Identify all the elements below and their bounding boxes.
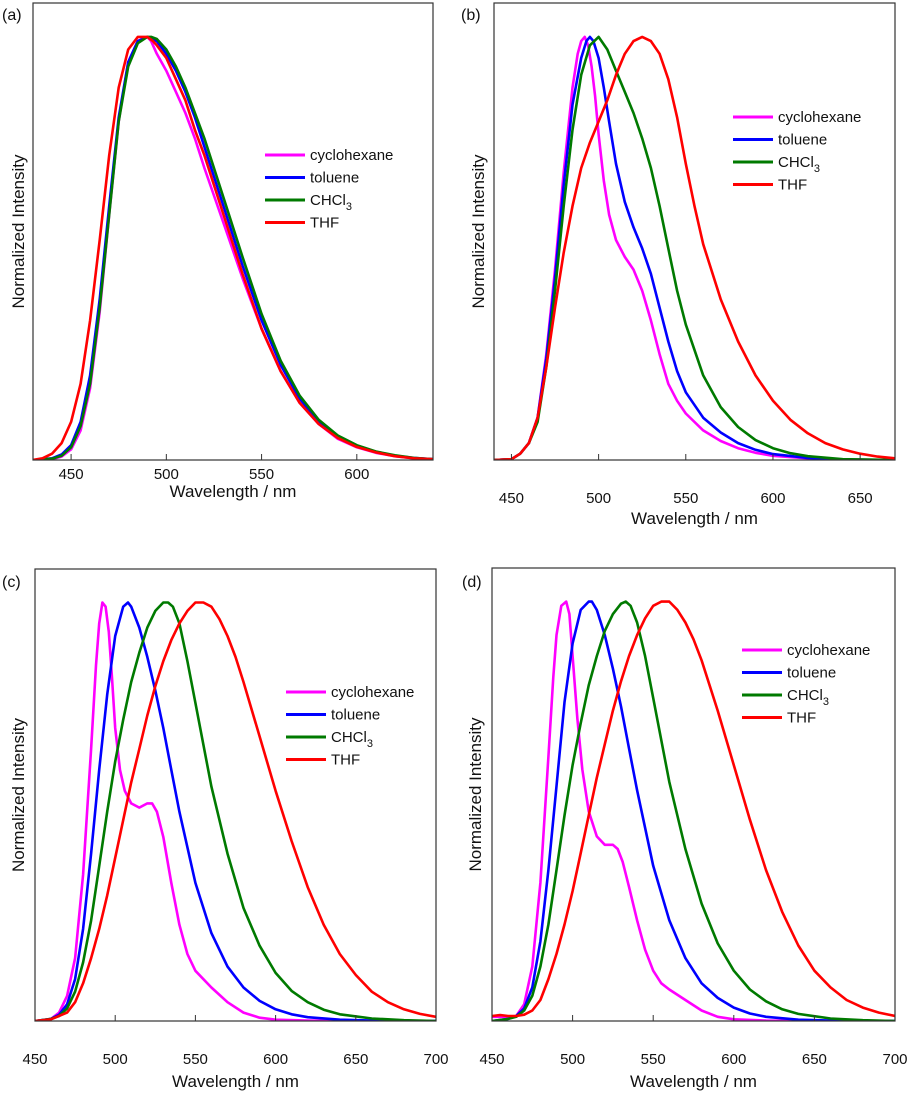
y-axis-label: Normalized Intensity	[469, 154, 488, 309]
x-tick-label: 450	[59, 466, 84, 483]
legend-label: THF	[778, 177, 807, 194]
y-axis-label: Normalized Intensity	[466, 717, 485, 872]
x-tick-label: 500	[586, 490, 611, 507]
x-tick-label: 500	[154, 466, 179, 483]
x-tick-label: 600	[721, 1051, 746, 1068]
series-line-cyclohexane	[492, 600, 895, 1021]
series-line-thf	[35, 601, 436, 1021]
legend-label: CHCl3	[331, 729, 373, 750]
y-axis-label: Normalized Intensity	[9, 154, 28, 309]
legend-label: cyclohexane	[787, 642, 870, 659]
legend-label: THF	[331, 752, 360, 769]
x-tick-label: 700	[423, 1051, 448, 1068]
panel-d: 450 500 550 600 650 700 Wavelength / nm Normali…	[462, 567, 908, 1091]
panel-label: (d)	[462, 574, 482, 591]
series-line-toluene	[494, 35, 895, 460]
panel-label: (c)	[2, 574, 21, 591]
panel-c: 450 500 550 600 650 700 Wavelength / nm Normali…	[2, 568, 449, 1091]
x-tick-label: 650	[343, 1051, 368, 1068]
x-tick-label: 650	[802, 1051, 827, 1068]
legend: cyclohexane toluene CHCl3 THF	[733, 109, 861, 194]
legend: cyclohexane toluene CHCl3 THF	[286, 684, 414, 769]
x-tick-label: 600	[263, 1051, 288, 1068]
legend-label: THF	[787, 710, 816, 727]
plot-frame	[32, 2, 434, 461]
x-tick-label: 550	[641, 1051, 666, 1068]
x-tick-label: 450	[499, 490, 524, 507]
legend-label: CHCl3	[778, 154, 820, 175]
legend-label: CHCl3	[787, 687, 829, 708]
x-tick-label: 700	[882, 1051, 907, 1068]
series-line-thf	[492, 600, 895, 1018]
x-tick-label: 600	[344, 466, 369, 483]
x-axis-label: Wavelength / nm	[631, 509, 758, 528]
plot-frame	[34, 568, 437, 1022]
x-tick-label: 550	[673, 490, 698, 507]
series-line-chcl3	[494, 35, 895, 460]
x-tick-label: 450	[22, 1051, 47, 1068]
legend-label: cyclohexane	[331, 684, 414, 701]
legend-label: THF	[310, 215, 339, 232]
series-line-toluene	[35, 601, 436, 1021]
legend-label: CHCl3	[310, 192, 352, 213]
plot-frame	[491, 567, 896, 1022]
series-line-chcl3	[35, 601, 436, 1021]
panel-label: (b)	[461, 7, 481, 24]
legend-label: toluene	[310, 170, 359, 187]
panel-b: 450 500 550 600 650 Wavelength / nm Normalized…	[461, 2, 896, 528]
legend-label: toluene	[331, 707, 380, 724]
x-tick-label: 550	[183, 1051, 208, 1068]
x-tick-label: 650	[848, 490, 873, 507]
legend-label: toluene	[787, 665, 836, 682]
legend: cyclohexane toluene CHCl3 THF	[265, 147, 393, 232]
legend-label: toluene	[778, 132, 827, 149]
series-line-chcl3	[33, 35, 433, 460]
x-tick-label: 550	[249, 466, 274, 483]
legend: cyclohexane toluene CHCl3 THF	[742, 642, 870, 727]
series-line-thf	[33, 35, 433, 460]
legend-label: cyclohexane	[778, 109, 861, 126]
series-line-thf	[494, 35, 895, 460]
x-tick-label: 450	[479, 1051, 504, 1068]
y-axis-label: Normalized Intensity	[9, 718, 28, 873]
x-tick-label: 500	[103, 1051, 128, 1068]
x-tick-label: 500	[560, 1051, 585, 1068]
x-axis-label: Wavelength / nm	[630, 1072, 757, 1091]
panel-a: 450 500 550 600 Wavelength / nm Normalized In…	[2, 2, 434, 501]
legend-label: cyclohexane	[310, 147, 393, 164]
series-line-chcl3	[492, 600, 895, 1021]
x-tick-label: 600	[760, 490, 785, 507]
plot-frame	[493, 2, 896, 461]
panel-label: (a)	[2, 7, 22, 24]
series-line-cyclohexane	[35, 601, 436, 1021]
series-line-toluene	[492, 600, 895, 1021]
x-axis-label: Wavelength / nm	[170, 482, 297, 501]
series-line-cyclohexane	[494, 35, 895, 460]
x-axis-label: Wavelength / nm	[172, 1072, 299, 1091]
